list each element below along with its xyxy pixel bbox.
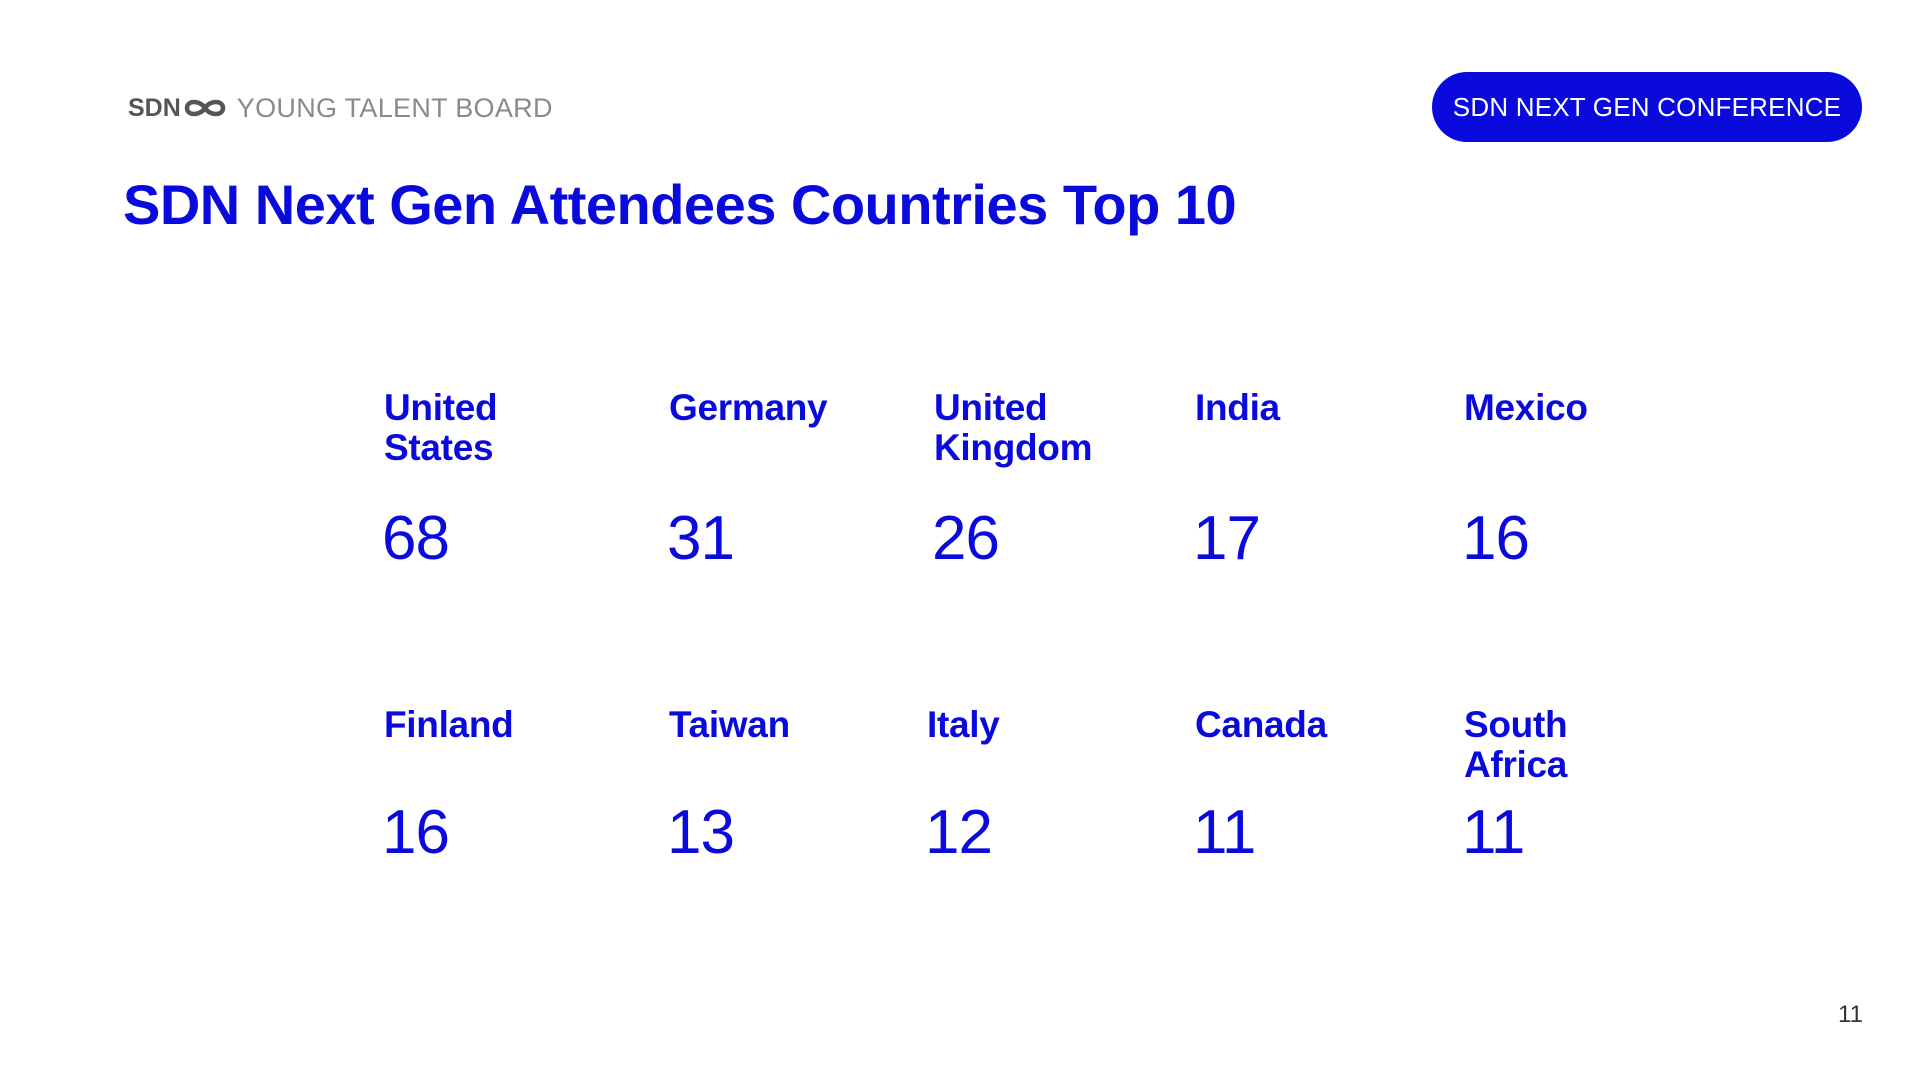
- country-name: South Africa: [1464, 704, 1568, 785]
- brand-logo: SDN YOUNG TALENT BOARD: [128, 90, 553, 126]
- attendee-count: 11: [1193, 798, 1256, 867]
- country-item: United Kingdom 26: [932, 387, 1164, 570]
- country-item: Canada 11: [1193, 704, 1425, 864]
- attendee-count: 26: [932, 504, 1000, 573]
- country-name: Germany: [669, 387, 828, 428]
- country-item: Germany 31: [667, 387, 899, 570]
- infinity-icon: [184, 99, 226, 117]
- country-name: Taiwan: [669, 704, 790, 745]
- country-item: Italy 12: [925, 704, 1157, 864]
- attendee-count: 16: [1462, 504, 1530, 573]
- page-title: SDN Next Gen Attendees Countries Top 10: [123, 173, 1237, 236]
- conference-badge-button[interactable]: SDN NEXT GEN CONFERENCE: [1432, 72, 1862, 142]
- country-name: Mexico: [1464, 387, 1588, 428]
- sdn-logo: SDN: [128, 94, 227, 123]
- country-item: India 17: [1193, 387, 1425, 570]
- country-item: United States 68: [382, 387, 614, 570]
- brand-subtitle: YOUNG TALENT BOARD: [236, 92, 553, 123]
- attendee-count: 31: [667, 504, 735, 573]
- attendee-count: 16: [382, 798, 450, 867]
- country-name: Italy: [927, 704, 1000, 745]
- attendee-count: 17: [1193, 504, 1261, 573]
- country-name: United Kingdom: [934, 387, 1093, 468]
- country-item: South Africa 11: [1462, 704, 1694, 864]
- country-name: Finland: [384, 704, 514, 745]
- logo-text: SDN: [128, 93, 181, 122]
- country-name: United States: [384, 387, 498, 468]
- country-name: India: [1195, 387, 1280, 428]
- country-item: Finland 16: [382, 704, 614, 864]
- attendee-count: 11: [1462, 798, 1525, 867]
- country-item: Mexico 16: [1462, 387, 1694, 570]
- attendee-count: 12: [925, 798, 993, 867]
- page-number: 11: [1838, 1001, 1863, 1028]
- attendee-count: 13: [667, 798, 735, 867]
- country-name: Canada: [1195, 704, 1327, 745]
- country-item: Taiwan 13: [667, 704, 899, 864]
- attendee-count: 68: [382, 504, 450, 573]
